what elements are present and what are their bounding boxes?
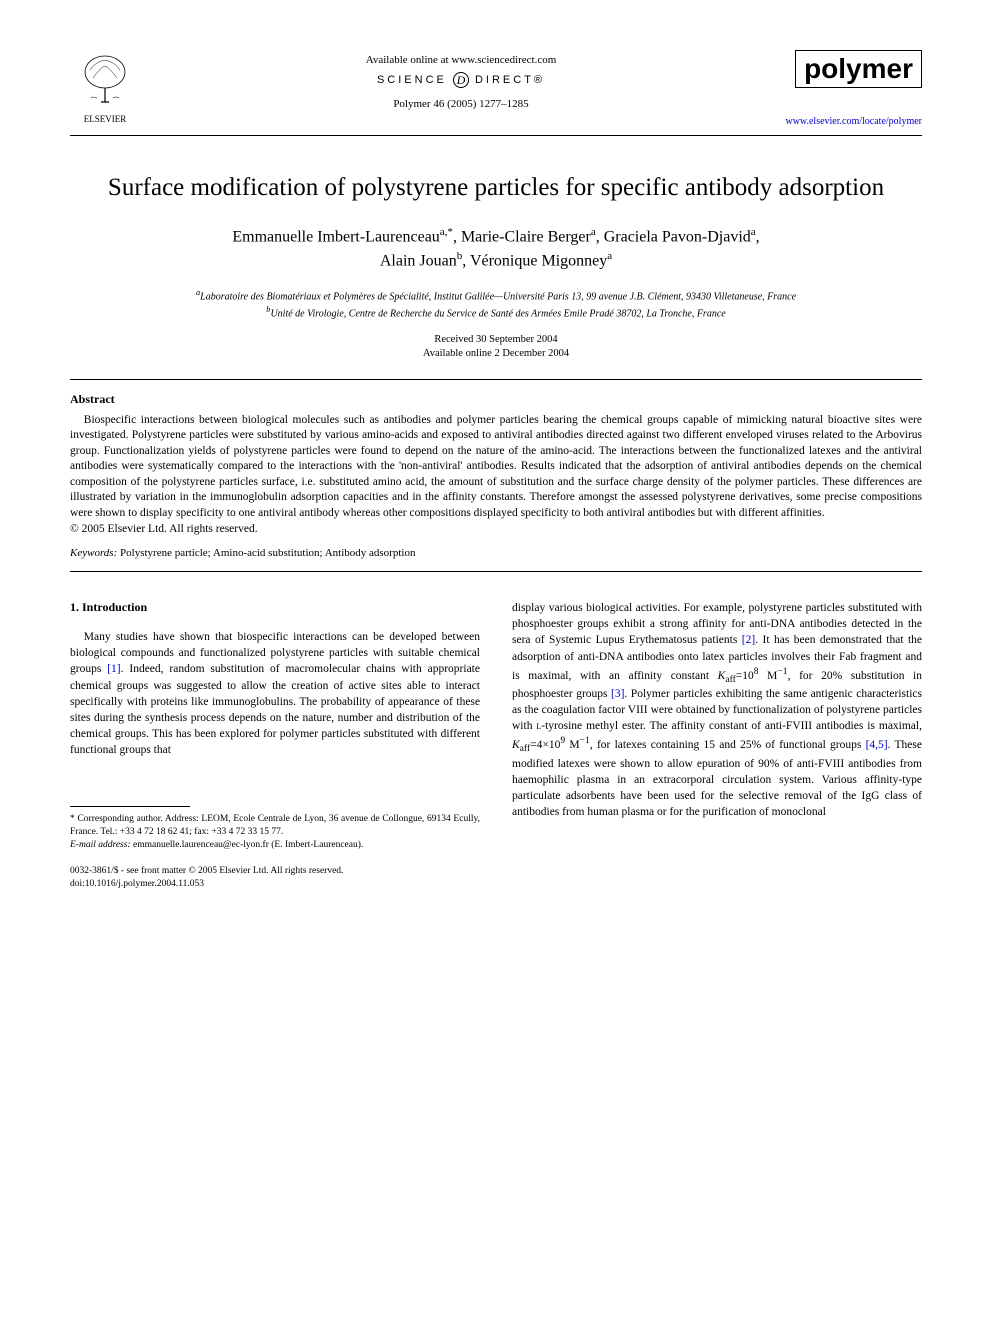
journal-url[interactable]: www.elsevier.com/locate/polymer <box>782 116 922 127</box>
author-4: Alain Jouan <box>380 252 457 269</box>
doi-line: doi:10.1016/j.polymer.2004.11.053 <box>70 878 480 890</box>
left-column: 1. Introduction Many studies have shown … <box>70 600 480 890</box>
author-5-sup: a <box>607 250 612 262</box>
intro-para-right: display various biological activities. F… <box>512 600 922 820</box>
ref-4-5[interactable]: [4,5] <box>866 739 888 751</box>
keywords-label: Keywords: <box>70 547 117 559</box>
intro-heading: 1. Introduction <box>70 600 480 615</box>
body-columns: 1. Introduction Many studies have shown … <box>70 600 922 890</box>
email-footnote: E-mail address: emmanuelle.laurenceau@ec… <box>70 839 480 852</box>
affiliation-a: Laboratoire des Biomatériaux et Polymère… <box>200 291 796 302</box>
available-online-text: Available online at www.sciencedirect.co… <box>140 54 782 66</box>
ref-1[interactable]: [1] <box>107 663 120 675</box>
authors: Emmanuelle Imbert-Laurenceaua,*, Marie-C… <box>70 225 922 272</box>
author-1-sup: a,* <box>440 226 453 238</box>
received-date: Received 30 September 2004 <box>70 333 922 347</box>
email-label: E-mail address: <box>70 840 131 850</box>
author-3-comma: , <box>756 229 760 246</box>
article-title: Surface modification of polystyrene part… <box>70 172 922 203</box>
journal-logo-block: polymer www.elsevier.com/locate/polymer <box>782 50 922 127</box>
ref-2[interactable]: [2] <box>742 634 755 646</box>
author-5-pre: , Véronique Migonney <box>462 252 607 269</box>
citation: Polymer 46 (2005) 1277–1285 <box>140 98 782 110</box>
affiliations: aLaboratoire des Biomatériaux et Polymèr… <box>70 287 922 322</box>
keywords-bottom-rule <box>70 571 922 572</box>
intro-para-left: Many studies have shown that biospecific… <box>70 629 480 758</box>
issn-doi: 0032-3861/$ - see front matter © 2005 El… <box>70 865 480 890</box>
email-value: emmanuelle.laurenceau@ec-lyon.fr (E. Imb… <box>131 840 364 850</box>
center-header: Available online at www.sciencedirect.co… <box>140 50 782 110</box>
keywords: Keywords: Polystyrene particle; Amino-ac… <box>70 547 922 559</box>
sd-prefix: SCIENCE <box>377 74 447 86</box>
abstract-text: Biospecific interactions between biologi… <box>70 413 922 522</box>
elsevier-logo: ELSEVIER <box>70 50 140 124</box>
header: ELSEVIER Available online at www.science… <box>70 50 922 127</box>
online-date: Available online 2 December 2004 <box>70 347 922 361</box>
abstract-top-rule <box>70 379 922 380</box>
elsevier-tree-icon <box>75 50 135 110</box>
sd-at-icon: d <box>453 72 469 88</box>
elsevier-label: ELSEVIER <box>70 114 140 124</box>
affiliation-b: Unité de Virologie, Centre de Recherche … <box>270 308 725 319</box>
journal-logo: polymer <box>795 50 922 88</box>
abstract-heading: Abstract <box>70 392 922 407</box>
author-2-pre: , Marie-Claire Berger <box>453 229 591 246</box>
header-rule <box>70 135 922 136</box>
abstract-copyright: © 2005 Elsevier Ltd. All rights reserved… <box>70 523 922 535</box>
issn-line: 0032-3861/$ - see front matter © 2005 El… <box>70 865 480 877</box>
keywords-text: Polystyrene particle; Amino-acid substit… <box>117 547 415 559</box>
dates: Received 30 September 2004 Available onl… <box>70 333 922 360</box>
sd-suffix: DIRECT® <box>475 74 545 86</box>
author-1: Emmanuelle Imbert-Laurenceau <box>232 229 439 246</box>
sciencedirect-logo: SCIENCE d DIRECT® <box>140 72 782 88</box>
right-column: display various biological activities. F… <box>512 600 922 890</box>
footnote-rule <box>70 806 190 807</box>
ref-3[interactable]: [3] <box>611 688 624 700</box>
author-3-pre: , Graciela Pavon-Djavid <box>596 229 751 246</box>
corresponding-author-footnote: * Corresponding author. Address: LEOM, E… <box>70 813 480 839</box>
